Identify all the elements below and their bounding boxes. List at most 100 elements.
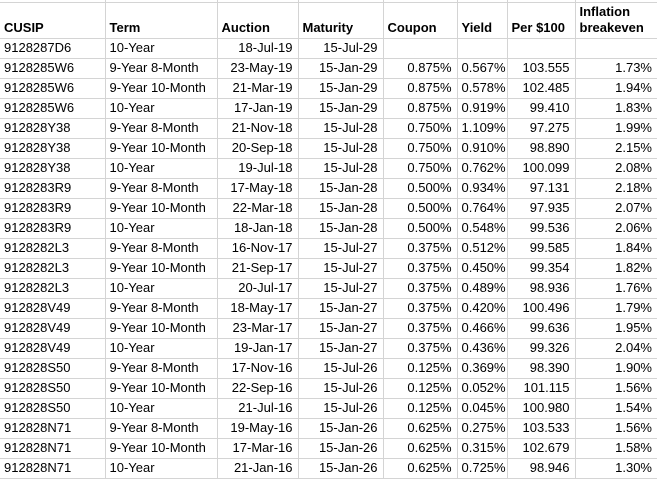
cell-auction[interactable]: 17-May-18	[216, 178, 299, 199]
cell-term[interactable]: 10-Year	[104, 398, 218, 419]
cell-auction[interactable]: 18-May-17	[216, 298, 299, 319]
cell-coupon[interactable]: 0.625%	[382, 458, 458, 479]
cell-term[interactable]: 9-Year 8-Month	[104, 178, 218, 199]
cell-coupon[interactable]: 0.625%	[382, 438, 458, 459]
cell-cusip[interactable]: 912828N71	[0, 458, 106, 479]
cell-per100[interactable]: 103.555	[506, 58, 576, 79]
cell-yield[interactable]: 0.450%	[456, 258, 508, 279]
cell-term[interactable]: 9-Year 10-Month	[104, 438, 218, 459]
cell-term[interactable]: 10-Year	[104, 278, 218, 299]
cell-auction[interactable]: 23-Mar-17	[216, 318, 299, 339]
cell-breakeven[interactable]: 1.76%	[574, 278, 657, 299]
cell-maturity[interactable]: 15-Jan-27	[297, 298, 384, 319]
cell-yield[interactable]: 0.045%	[456, 398, 508, 419]
cell-per100[interactable]: 101.115	[506, 378, 576, 399]
cell-cusip[interactable]: 912828S50	[0, 358, 106, 379]
cell-coupon[interactable]: 0.375%	[382, 278, 458, 299]
cell-term[interactable]: 9-Year 10-Month	[104, 378, 218, 399]
cell-breakeven[interactable]: 1.30%	[574, 458, 657, 479]
cell-per100[interactable]: 99.410	[506, 98, 576, 119]
column-header-coupon[interactable]: Coupon	[382, 2, 458, 39]
cell-per100[interactable]: 102.679	[506, 438, 576, 459]
cell-per100[interactable]: 97.275	[506, 118, 576, 139]
cell-maturity[interactable]: 15-Jul-28	[297, 138, 384, 159]
cell-term[interactable]: 10-Year	[104, 158, 218, 179]
cell-auction[interactable]: 21-Mar-19	[216, 78, 299, 99]
cell-auction[interactable]: 17-Mar-16	[216, 438, 299, 459]
cell-per100[interactable]: 100.099	[506, 158, 576, 179]
cell-breakeven[interactable]: 1.54%	[574, 398, 657, 419]
cell-maturity[interactable]: 15-Jan-26	[297, 458, 384, 479]
cell-breakeven[interactable]: 1.79%	[574, 298, 657, 319]
cell-auction[interactable]: 22-Mar-18	[216, 198, 299, 219]
column-header-term[interactable]: Term	[104, 2, 218, 39]
cell-breakeven[interactable]: 1.73%	[574, 58, 657, 79]
cell-coupon[interactable]: 0.500%	[382, 198, 458, 219]
cell-maturity[interactable]: 15-Jan-29	[297, 98, 384, 119]
cell-maturity[interactable]: 15-Jan-28	[297, 178, 384, 199]
cell-term[interactable]: 10-Year	[104, 98, 218, 119]
cell-term[interactable]: 10-Year	[104, 458, 218, 479]
cell-per100[interactable]: 102.485	[506, 78, 576, 99]
cell-maturity[interactable]: 15-Jul-26	[297, 378, 384, 399]
cell-breakeven[interactable]: 1.90%	[574, 358, 657, 379]
cell-auction[interactable]: 18-Jan-18	[216, 218, 299, 239]
column-header-cusip[interactable]: CUSIP	[0, 2, 106, 39]
cell-yield[interactable]: 0.315%	[456, 438, 508, 459]
cell-term[interactable]: 9-Year 8-Month	[104, 238, 218, 259]
cell-auction[interactable]: 19-May-16	[216, 418, 299, 439]
cell-maturity[interactable]: 15-Jul-26	[297, 398, 384, 419]
cell-cusip[interactable]: 912828V49	[0, 298, 106, 319]
cell-yield[interactable]: 0.052%	[456, 378, 508, 399]
cell-auction[interactable]: 18-Jul-19	[216, 38, 299, 59]
cell-cusip[interactable]: 912828Y38	[0, 118, 106, 139]
cell-per100[interactable]: 100.980	[506, 398, 576, 419]
cell-cusip[interactable]: 912828S50	[0, 398, 106, 419]
column-header-auction[interactable]: Auction	[216, 2, 299, 39]
cell-yield[interactable]: 0.762%	[456, 158, 508, 179]
cell-maturity[interactable]: 15-Jul-27	[297, 238, 384, 259]
cell-per100[interactable]: 99.636	[506, 318, 576, 339]
cell-breakeven[interactable]: 1.56%	[574, 378, 657, 399]
cell-maturity[interactable]: 15-Jan-28	[297, 218, 384, 239]
cell-per100[interactable]: 98.890	[506, 138, 576, 159]
cell-coupon[interactable]: 0.875%	[382, 98, 458, 119]
cell-coupon[interactable]: 0.375%	[382, 338, 458, 359]
cell-breakeven[interactable]: 1.99%	[574, 118, 657, 139]
cell-auction[interactable]: 20-Jul-17	[216, 278, 299, 299]
cell-auction[interactable]: 16-Nov-17	[216, 238, 299, 259]
column-header-breakeven[interactable]: Inflation breakeven	[574, 2, 657, 39]
cell-term[interactable]: 9-Year 10-Month	[104, 78, 218, 99]
cell-maturity[interactable]: 15-Jan-29	[297, 78, 384, 99]
cell-term[interactable]: 10-Year	[104, 38, 218, 59]
cell-cusip[interactable]: 9128283R9	[0, 198, 106, 219]
cell-auction[interactable]: 21-Jul-16	[216, 398, 299, 419]
cell-cusip[interactable]: 912828Y38	[0, 138, 106, 159]
cell-cusip[interactable]: 912828V49	[0, 318, 106, 339]
cell-yield[interactable]: 0.910%	[456, 138, 508, 159]
cell-maturity[interactable]: 15-Jul-27	[297, 258, 384, 279]
cell-term[interactable]: 10-Year	[104, 338, 218, 359]
cell-cusip[interactable]: 9128282L3	[0, 238, 106, 259]
cell-breakeven[interactable]: 2.08%	[574, 158, 657, 179]
cell-term[interactable]: 10-Year	[104, 218, 218, 239]
cell-breakeven[interactable]: 1.83%	[574, 98, 657, 119]
cell-yield[interactable]: 0.489%	[456, 278, 508, 299]
cell-cusip[interactable]: 912828Y38	[0, 158, 106, 179]
cell-yield[interactable]: 1.109%	[456, 118, 508, 139]
cell-maturity[interactable]: 15-Jan-29	[297, 58, 384, 79]
cell-breakeven[interactable]: 1.58%	[574, 438, 657, 459]
cell-coupon[interactable]: 0.750%	[382, 158, 458, 179]
cell-auction[interactable]: 19-Jan-17	[216, 338, 299, 359]
cell-term[interactable]: 9-Year 10-Month	[104, 258, 218, 279]
cell-yield[interactable]: 0.578%	[456, 78, 508, 99]
cell-maturity[interactable]: 15-Jul-27	[297, 278, 384, 299]
cell-breakeven[interactable]: 1.84%	[574, 238, 657, 259]
cell-yield[interactable]: 0.934%	[456, 178, 508, 199]
cell-per100[interactable]: 100.496	[506, 298, 576, 319]
cell-cusip[interactable]: 9128285W6	[0, 78, 106, 99]
cell-maturity[interactable]: 15-Jul-28	[297, 118, 384, 139]
cell-cusip[interactable]: 912828V49	[0, 338, 106, 359]
cell-yield[interactable]	[456, 38, 508, 59]
cell-yield[interactable]: 0.369%	[456, 358, 508, 379]
